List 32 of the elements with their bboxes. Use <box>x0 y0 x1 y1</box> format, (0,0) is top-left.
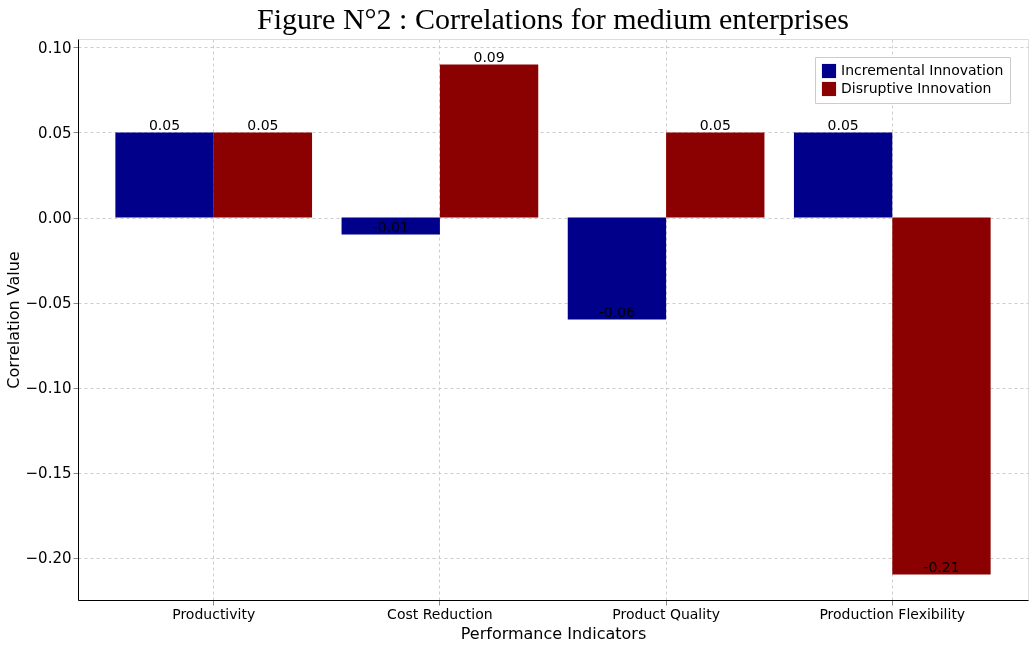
bar <box>793 132 893 218</box>
bar <box>892 217 991 575</box>
legend-label: Disruptive Innovation <box>841 80 992 96</box>
data-label: 0.05 <box>827 116 859 133</box>
data-label: 0.05 <box>699 116 731 133</box>
y-tick-label: 0.05 <box>38 124 72 142</box>
x-axis-title: Performance Indicators <box>460 623 647 643</box>
legend-label: Incremental Innovation <box>841 62 1004 78</box>
x-tick-label: Productivity <box>172 605 256 622</box>
data-label: -0.06 <box>598 303 636 320</box>
bar <box>115 132 214 218</box>
x-tick-label: Cost Reduction <box>387 605 493 622</box>
y-tick-label: 0.10 <box>38 39 72 57</box>
x-tick-label: Product Quality <box>612 605 720 622</box>
y-tick-label: −0.15 <box>25 464 72 482</box>
data-label: 0.05 <box>148 116 181 133</box>
bar <box>567 217 667 320</box>
chart-title: Figure N°2 : Correlations for medium enterprises <box>257 2 849 35</box>
x-tick-label: Production Flexibility <box>819 605 966 622</box>
y-axis-title: Correlation Value <box>3 251 23 389</box>
y-tick-label: −0.20 <box>25 549 72 567</box>
data-label: 0.05 <box>247 116 279 133</box>
bar <box>439 64 539 218</box>
bar <box>341 217 440 235</box>
data-label: 0.09 <box>473 48 505 65</box>
y-tick-label: −0.05 <box>25 294 72 312</box>
data-label: -0.01 <box>372 218 409 235</box>
bar <box>666 132 765 218</box>
data-label: -0.21 <box>923 558 960 575</box>
y-tick-label: 0.00 <box>38 209 72 227</box>
bar <box>213 132 313 218</box>
y-tick-label: −0.10 <box>25 379 72 397</box>
